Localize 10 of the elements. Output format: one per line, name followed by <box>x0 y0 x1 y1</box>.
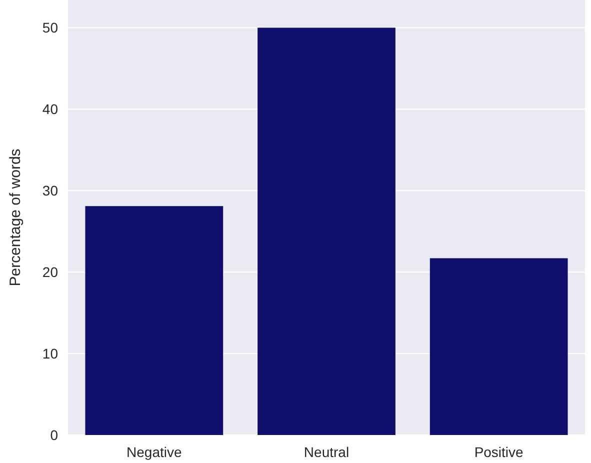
x-tick-label: Negative <box>126 444 182 460</box>
y-tick-label: 10 <box>42 345 58 362</box>
y-tick-label: 40 <box>42 101 58 118</box>
y-tick-label: 0 <box>50 426 58 443</box>
y-axis-title: Percentage of words <box>7 148 24 286</box>
y-tick-label: 30 <box>42 182 58 199</box>
x-tick-label: Positive <box>474 444 524 460</box>
x-tick-label: Neutral <box>304 444 350 460</box>
y-tick-label: 20 <box>42 264 58 280</box>
y-tick-label: 50 <box>42 20 58 36</box>
